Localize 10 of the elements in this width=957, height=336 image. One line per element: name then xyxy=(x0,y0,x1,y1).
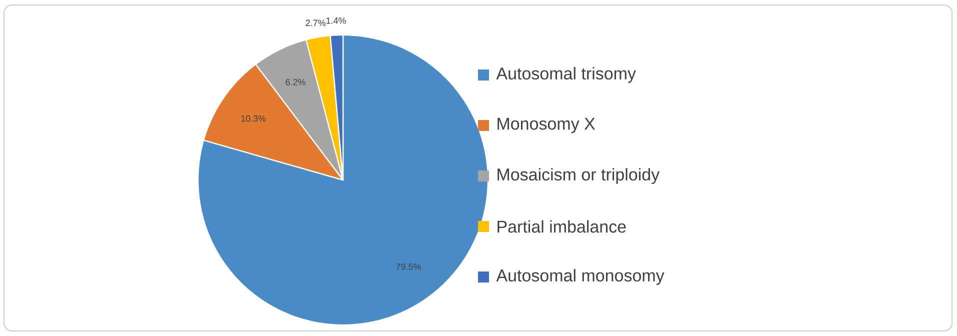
data-label: 79.5% xyxy=(396,264,421,270)
data-label: 6.2% xyxy=(286,78,306,86)
data-label: 1.4% xyxy=(326,17,346,24)
data-label: 2.7% xyxy=(306,20,326,26)
legend-label: Monosomy X xyxy=(498,118,596,134)
legend-label: Autosomal trisomy xyxy=(496,67,636,83)
legend-label: Partial imbalance xyxy=(498,220,626,233)
legend-label: Autosomal monosomy xyxy=(496,269,664,285)
data-label: 10.3% xyxy=(241,115,266,122)
legend-label: Mosaicism or triploidy xyxy=(498,168,660,184)
